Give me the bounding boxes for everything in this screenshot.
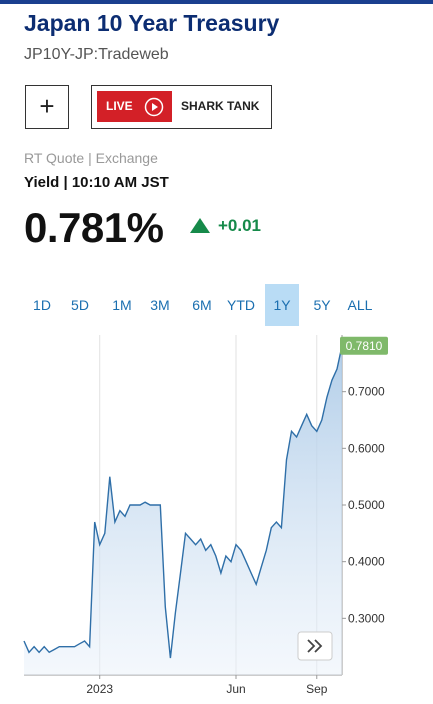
last-value-badge [340, 336, 388, 355]
y-tick-label: 0.7000 [348, 385, 385, 399]
range-button[interactable]: ALL [347, 297, 373, 313]
range-button[interactable]: 5D [71, 297, 89, 313]
live-button[interactable]: LIVE SHARK TANK [91, 85, 272, 129]
range-button[interactable]: 1Y [265, 284, 299, 326]
y-tick-label: 0.4000 [348, 555, 385, 569]
range-button[interactable]: YTD [227, 297, 255, 313]
y-tick-label: 0.5000 [348, 498, 385, 512]
change-value: +0.01 [218, 216, 262, 235]
show-name: SHARK TANK [181, 99, 260, 113]
top-bar [0, 0, 433, 4]
chart: 0.3000 0.4000 0.5000 0.6000 0.7000 2023 Jun Sep… [23, 335, 388, 696]
range-button[interactable]: 1D [33, 297, 51, 313]
x-tick-label: 2023 [86, 682, 113, 696]
line [23, 345, 343, 659]
x-tick-label: Jun [226, 682, 245, 696]
range-selector: 1D 5D 1M 3M 6M YTD 1Y 5Y ALL [24, 284, 384, 326]
range-button[interactable]: 6M [192, 297, 212, 313]
title: Japan 10 Year Treasury [24, 10, 280, 36]
last-value-label: 0.7810 [346, 339, 383, 353]
subtitle: JP10Y-JP:Tradeweb [24, 46, 169, 63]
range-button[interactable]: 5Y [313, 297, 331, 313]
play-icon [144, 97, 164, 117]
live-text: LIVE [106, 99, 133, 113]
area [24, 345, 342, 675]
y-tick-label: 0.3000 [348, 611, 385, 625]
x-tick-label: Sep [306, 682, 328, 696]
quote-time: Yield | 10:10 AM JST [24, 174, 169, 191]
range-button[interactable]: 3M [150, 297, 170, 313]
y-tick-label: 0.6000 [348, 441, 385, 455]
quote-source: RT Quote | Exchange [24, 150, 158, 166]
scroll-button[interactable] [297, 631, 333, 661]
range-button[interactable]: 1M [112, 297, 132, 313]
up-arrow [190, 218, 210, 233]
add-button[interactable]: + [25, 85, 69, 129]
scroll-icon [307, 639, 323, 653]
price: 0.781% [24, 204, 164, 251]
change: +0.01 [190, 216, 261, 236]
live-badge: LIVE [97, 91, 172, 122]
